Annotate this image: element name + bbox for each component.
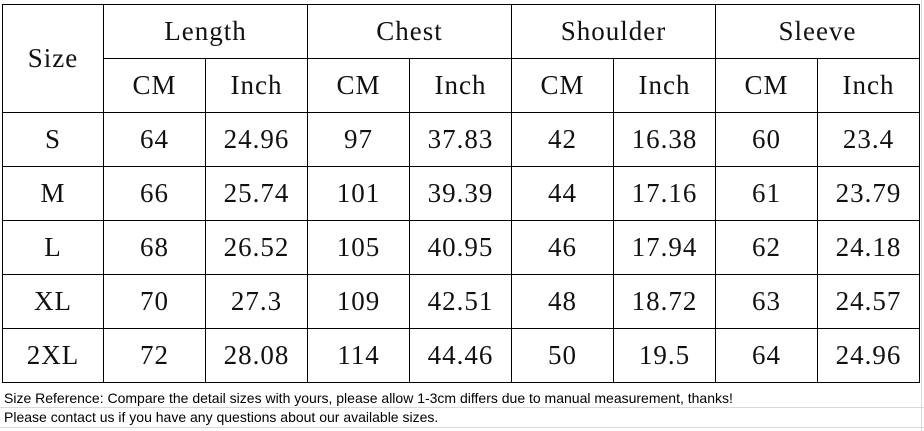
- measure-cell: 40.95: [409, 220, 512, 275]
- measure-cell: 64: [715, 328, 818, 383]
- measure-cell: 62: [715, 220, 818, 275]
- measure-cell: 42.51: [409, 274, 512, 329]
- measure-cell: 63: [715, 274, 818, 329]
- size-header: Size: [2, 4, 104, 113]
- data-row: L 68 26.52 105 40.95 46 17.94 62 24.18: [2, 220, 920, 275]
- group-header: Chest: [307, 4, 512, 59]
- measure-cell: 23.79: [817, 166, 920, 221]
- measure-cell: 50: [511, 328, 614, 383]
- group-header: Shoulder: [511, 4, 716, 59]
- data-row: 2XL 72 28.08 114 44.46 50 19.5 64 24.96: [2, 328, 920, 383]
- measure-cell: 48: [511, 274, 614, 329]
- unit-header: CM: [715, 58, 818, 113]
- group-header: Sleeve: [715, 4, 920, 59]
- measure-cell: 44.46: [409, 328, 512, 383]
- size-cell: L: [2, 220, 104, 275]
- unit-row: CM Inch CM Inch CM Inch CM Inch: [3, 58, 920, 113]
- measure-cell: 46: [511, 220, 614, 275]
- header-row: Size Length Chest Shoulder Sleeve: [2, 4, 920, 113]
- measure-cell: 24.57: [817, 274, 920, 329]
- measure-cell: 66: [103, 166, 206, 221]
- measure-cell: 17.94: [613, 220, 716, 275]
- unit-header: Inch: [817, 58, 920, 113]
- sheet-grid-line: [921, 0, 922, 431]
- unit-header: CM: [103, 58, 206, 113]
- measure-cell: 17.16: [613, 166, 716, 221]
- measure-cell: 42: [511, 112, 614, 167]
- measure-cell: 24.96: [205, 112, 308, 167]
- group-header: Length: [103, 4, 308, 59]
- measure-cell: 25.74: [205, 166, 308, 221]
- measure-cell: 61: [715, 166, 818, 221]
- data-row: M 66 25.74 101 39.39 44 17.16 61 23.79: [2, 166, 920, 221]
- measure-cell: 68: [103, 220, 206, 275]
- data-row: XL 70 27.3 109 42.51 48 18.72 63 24.57: [2, 274, 920, 329]
- measure-cell: 18.72: [613, 274, 716, 329]
- sheet-grid-line: [0, 427, 924, 428]
- size-cell: XL: [2, 274, 104, 329]
- measure-cell: 101: [307, 166, 410, 221]
- size-cell: 2XL: [2, 328, 104, 383]
- data-row: S 64 24.96 97 37.83 42 16.38 60 23.4: [2, 112, 920, 167]
- unit-header: Inch: [613, 58, 716, 113]
- size-chart-table: Size Length Chest Shoulder Sleeve CM Inch CM Inc…: [2, 4, 920, 383]
- measure-cell: 27.3: [205, 274, 308, 329]
- size-cell: S: [2, 112, 104, 167]
- measure-cell: 64: [103, 112, 206, 167]
- measure-cell: 23.4: [817, 112, 920, 167]
- measure-cell: 109: [307, 274, 410, 329]
- measure-cell: 16.38: [613, 112, 716, 167]
- measure-cell: 105: [307, 220, 410, 275]
- measure-cell: 60: [715, 112, 818, 167]
- measure-cell: 24.96: [817, 328, 920, 383]
- measure-cell: 97: [307, 112, 410, 167]
- measure-cell: 72: [103, 328, 206, 383]
- measure-cell: 19.5: [613, 328, 716, 383]
- measure-cell: 114: [307, 328, 410, 383]
- measure-cell: 24.18: [817, 220, 920, 275]
- measure-cell: 26.52: [205, 220, 308, 275]
- measure-cell: 37.83: [409, 112, 512, 167]
- measure-cell: 70: [103, 274, 206, 329]
- measure-cell: 28.08: [205, 328, 308, 383]
- measure-cell: 44: [511, 166, 614, 221]
- unit-header: Inch: [409, 58, 512, 113]
- unit-header: CM: [511, 58, 614, 113]
- sheet-grid-line: [0, 407, 924, 408]
- note: Size Reference: Compare the detail sizes…: [4, 390, 733, 406]
- unit-header: CM: [307, 58, 410, 113]
- size-cell: M: [2, 166, 104, 221]
- measure-cell: 39.39: [409, 166, 512, 221]
- unit-header: Inch: [205, 58, 308, 113]
- note: Please contact us if you have any questi…: [4, 409, 439, 425]
